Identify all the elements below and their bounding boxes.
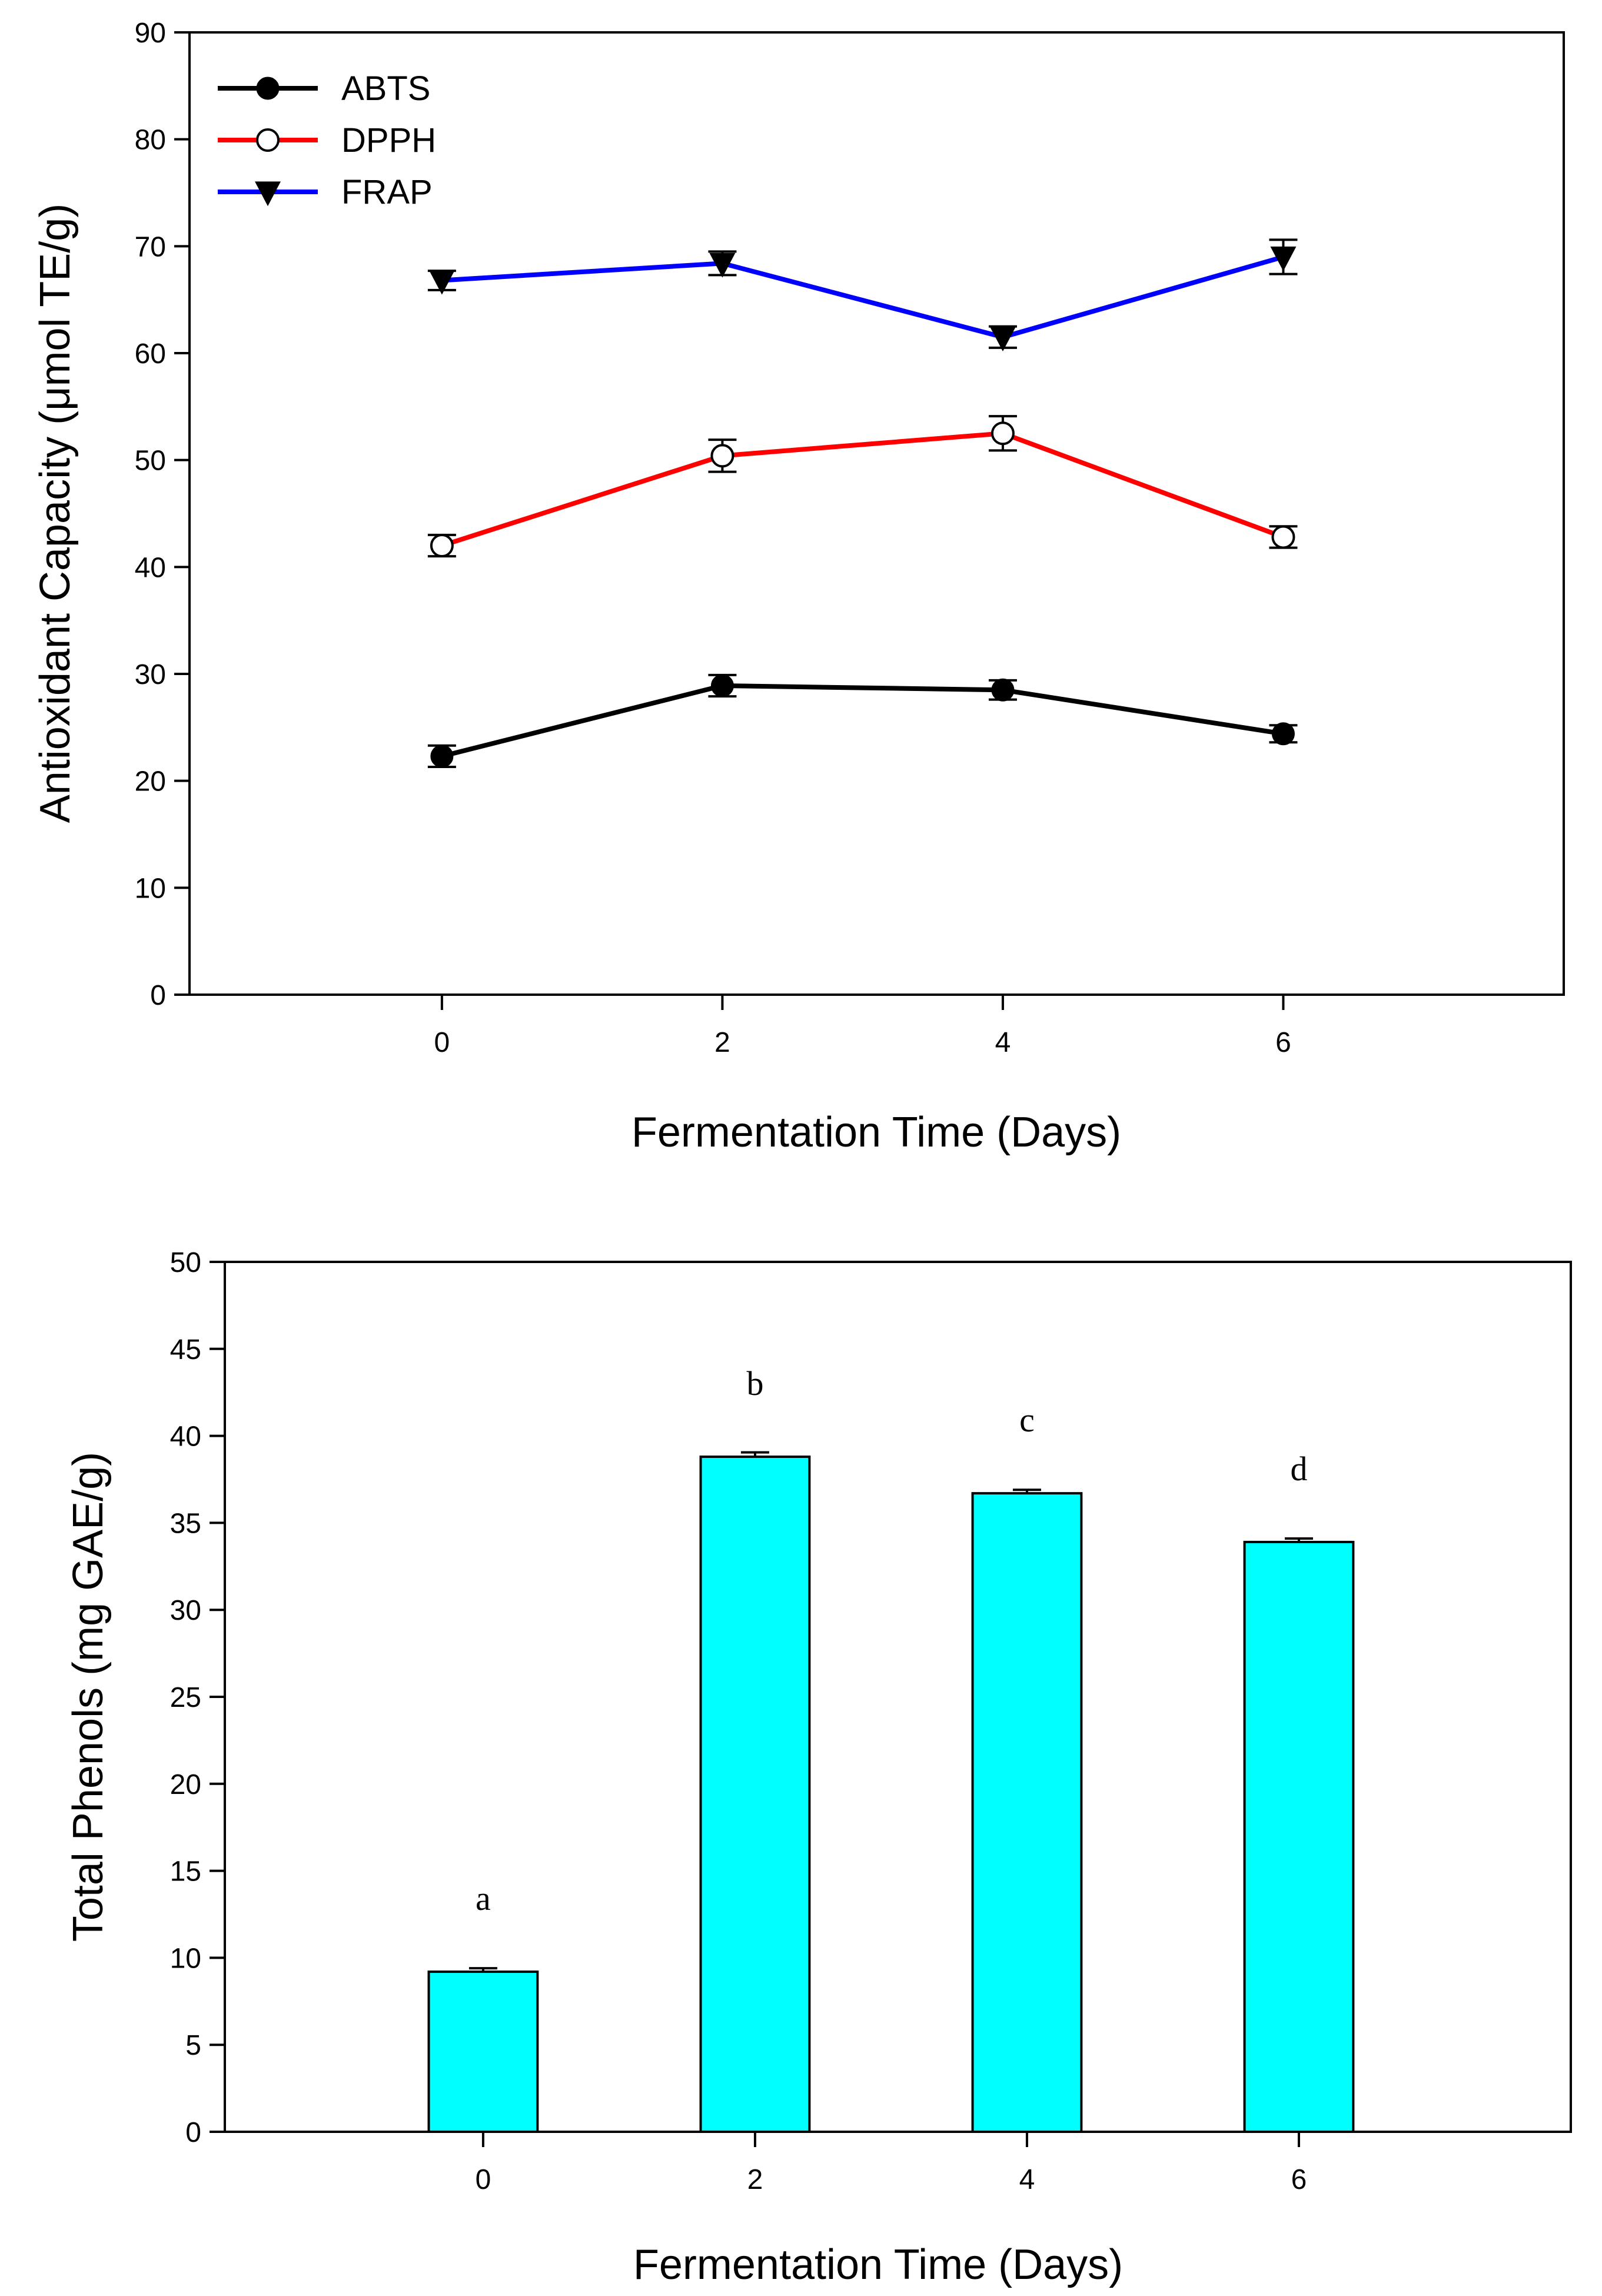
data-point [1270, 246, 1297, 271]
data-point [1271, 722, 1295, 746]
data-point [991, 678, 1015, 702]
significance-letter: c [1019, 1401, 1035, 1439]
legend: ABTS DPPH FRAP [218, 69, 436, 211]
y-tick-label: 10 [135, 873, 166, 904]
y-tick-label: 35 [170, 1508, 201, 1539]
data-point [709, 252, 736, 278]
y-tick-label: 40 [135, 552, 166, 583]
series-line [441, 431, 1284, 548]
y-tick-label: 90 [135, 18, 166, 49]
bar-group-6: d [1243, 1450, 1355, 2133]
legend-entry-dpph: DPPH [218, 121, 436, 160]
y-tick-label: 5 [185, 2030, 201, 2061]
data-point [430, 534, 454, 557]
legend-label: FRAP [341, 173, 433, 211]
bar-layer: a b c d [427, 1364, 1355, 2134]
series-line [441, 254, 1284, 340]
bar-group-0: a [427, 1879, 539, 2134]
antioxidant-line-chart: 0 10 20 30 40 50 60 70 80 90 0 2 4 6 ABTS DPPH FRAP Fe… [32, 18, 1565, 1156]
y-tick-label: 50 [170, 1247, 201, 1278]
legend-marker [256, 77, 280, 100]
bar [699, 1456, 811, 2133]
y-tick-label: 0 [185, 2117, 201, 2148]
significance-letter: b [746, 1364, 763, 1403]
legend-marker [256, 128, 280, 152]
total-phenols-bar-chart: 0 5 10 15 20 25 30 35 40 45 50 0 2 4 6 a b c d Fermentat… [65, 1247, 1572, 2288]
x-tick-label: 2 [747, 2164, 763, 2195]
bar [427, 1971, 539, 2134]
legend-entry-abts: ABTS [218, 69, 431, 108]
x-axis-title: Fermentation Time (Days) [632, 1109, 1121, 1156]
y-tick-label: 10 [170, 1943, 201, 1974]
y-tick-label: 30 [135, 659, 166, 690]
data-point [991, 421, 1015, 446]
y-axis: 0 5 10 15 20 25 30 35 40 45 50 [170, 1247, 225, 2148]
data-point [710, 674, 734, 697]
y-tick-label: 45 [170, 1334, 201, 1365]
x-axis: 0 2 4 6 [434, 995, 1291, 1058]
significance-letter: d [1290, 1450, 1307, 1488]
y-tick-label: 20 [135, 766, 166, 798]
x-tick-label: 0 [434, 1027, 450, 1058]
y-tick-label: 70 [135, 231, 166, 263]
legend-marker [255, 181, 281, 207]
bar-group-2: b [699, 1364, 811, 2133]
y-axis: 0 10 20 30 40 50 60 70 80 90 [135, 18, 190, 1011]
legend-label: ABTS [341, 69, 431, 108]
bar [971, 1492, 1083, 2133]
legend-label: DPPH [341, 121, 436, 160]
plot-frame [188, 31, 1565, 996]
data-point [710, 444, 734, 468]
y-tick-label: 0 [150, 980, 166, 1011]
data-point [428, 270, 455, 295]
y-tick-label: 15 [170, 1856, 201, 1888]
series-layer [427, 238, 1298, 769]
significance-letter: a [476, 1879, 491, 1918]
x-tick-label: 0 [476, 2164, 491, 2195]
x-tick-label: 6 [1275, 1027, 1291, 1058]
x-tick-label: 6 [1291, 2164, 1307, 2195]
data-point [1271, 525, 1295, 549]
bar [1243, 1540, 1355, 2133]
x-tick-label: 4 [1019, 2164, 1035, 2195]
series-frap [427, 238, 1298, 351]
y-tick-label: 40 [170, 1421, 201, 1453]
x-tick-label: 2 [714, 1027, 730, 1058]
x-tick-label: 4 [995, 1027, 1011, 1058]
legend-entry-frap: FRAP [218, 173, 433, 211]
data-point [430, 745, 454, 768]
bar-group-4: c [971, 1401, 1083, 2133]
y-tick-label: 30 [170, 1595, 201, 1626]
x-axis: 0 2 4 6 [476, 2132, 1307, 2195]
plot-frame [224, 1261, 1572, 2133]
x-axis-title: Fermentation Time (Days) [633, 2241, 1123, 2288]
y-tick-label: 20 [170, 1769, 201, 1800]
y-axis-title: Total Phenols (mg GAE/g) [65, 1452, 112, 1942]
y-axis-title: Antioxidant Capacity (μmol TE/g) [32, 204, 79, 823]
data-point [989, 327, 1016, 351]
y-tick-label: 50 [135, 446, 166, 477]
series-abts [427, 673, 1298, 769]
y-tick-label: 60 [135, 338, 166, 370]
y-tick-label: 25 [170, 1682, 201, 1713]
series-dpph [427, 415, 1298, 558]
y-tick-label: 80 [135, 125, 166, 156]
series-line [441, 683, 1284, 759]
